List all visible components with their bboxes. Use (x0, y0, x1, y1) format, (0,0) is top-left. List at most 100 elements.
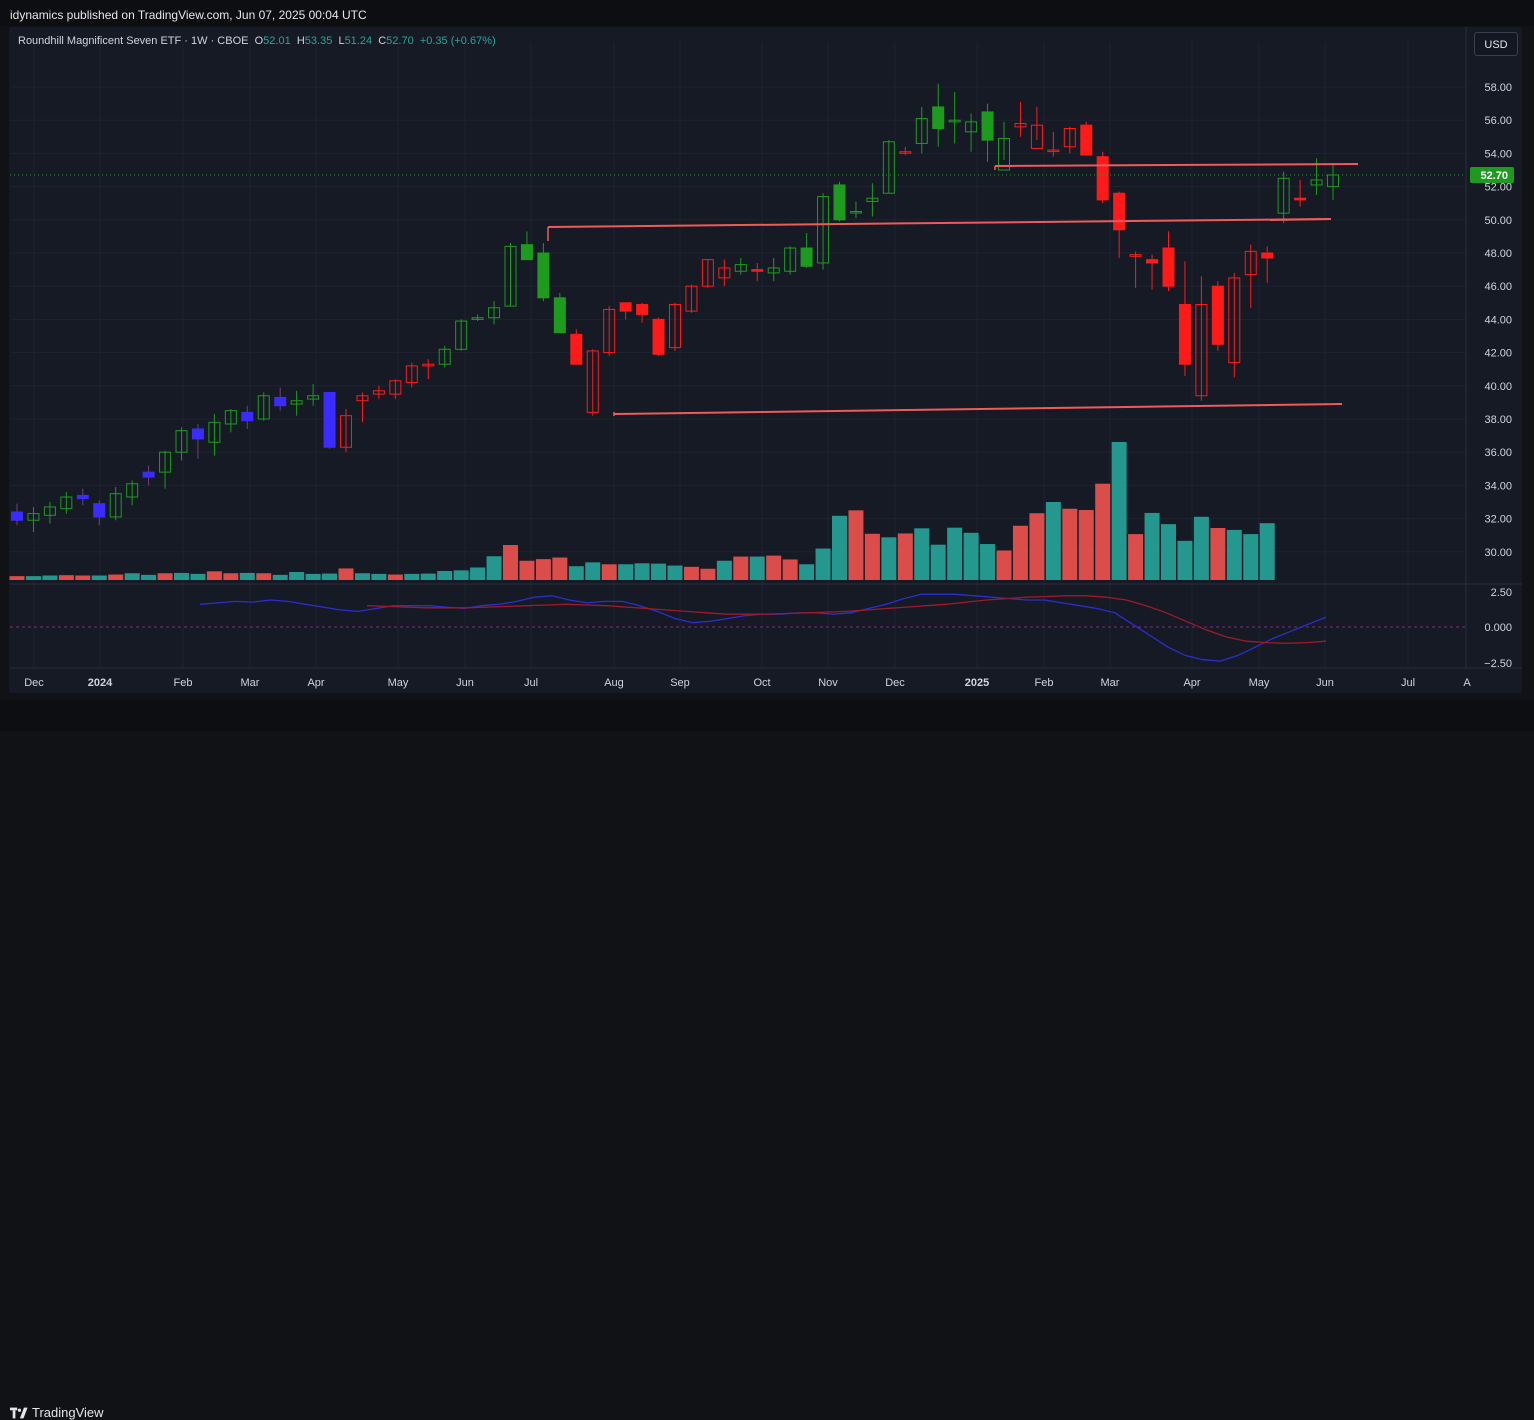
price-tick-label: 46.00 (1484, 281, 1512, 293)
candle-body (586, 350, 599, 413)
candle-body (76, 494, 89, 500)
volume-bar (420, 573, 436, 580)
candle-body (866, 197, 879, 203)
volume-bar (1210, 527, 1226, 580)
time-tick-label: Jul (1401, 677, 1415, 689)
current-price-label: 52.70 (1480, 170, 1508, 182)
candle-body (701, 259, 714, 287)
volume-bar (585, 562, 601, 580)
current-price-tag (1470, 166, 1514, 183)
volume-bar (141, 574, 157, 580)
candle-body (603, 308, 616, 354)
candle-body (1244, 250, 1257, 276)
volume-bar (305, 573, 321, 580)
volume-bar (42, 575, 58, 580)
candle-body (619, 302, 632, 312)
volume-bar (9, 576, 25, 580)
candle-body (372, 390, 385, 395)
volume-bar (486, 556, 502, 580)
candle-body (767, 267, 780, 274)
time-tick-label: Sep (670, 677, 690, 689)
volume-bar (996, 550, 1012, 580)
currency-button[interactable]: USD (1474, 32, 1518, 56)
tradingview-logo[interactable]: TradingView (10, 1405, 104, 1420)
tradingview-icon (10, 1407, 28, 1418)
volume-bar (272, 574, 288, 580)
time-tick-label: 2025 (965, 677, 989, 689)
candle-body (175, 430, 188, 453)
price-tick-label: 30.00 (1484, 547, 1512, 559)
volume-bar (1259, 523, 1275, 580)
price-chart[interactable]: 58.00 56.00 54.00 52.00 50.00 48.00 46.00 44.00… (0, 0, 1534, 700)
oscillator-fast-line (199, 593, 1327, 662)
price-tick-label: 34.00 (1484, 480, 1512, 492)
time-tick-label: Mar (1101, 677, 1120, 689)
candle-body (998, 137, 1010, 171)
time-tick-label: Feb (1035, 677, 1054, 689)
price-tick-label: 50.00 (1484, 215, 1512, 227)
close-value: 52.70 (386, 35, 414, 47)
volume-bar (716, 560, 732, 580)
volume-bar (700, 568, 716, 580)
candle-body (1129, 254, 1142, 257)
candle-body (1277, 177, 1290, 214)
candle-body (224, 410, 237, 425)
candle-body (734, 264, 747, 272)
symbol-name: Roundhill Magnificent Seven ETF · 1W · C… (18, 35, 249, 47)
candle-body (537, 252, 550, 299)
price-tick-label: 40.00 (1484, 381, 1512, 393)
time-tick-label: Apr (307, 677, 324, 689)
volume-bar (453, 570, 469, 580)
time-tick-label: Dec (24, 677, 44, 689)
volume-bars (9, 441, 1275, 580)
volume-bar (223, 573, 239, 580)
volume-bar (338, 568, 354, 580)
candle-body (800, 247, 813, 267)
volume-bar (683, 566, 699, 580)
candle-body (520, 244, 533, 261)
volume-bar (601, 564, 617, 580)
candle-body (669, 303, 681, 349)
volume-bar (897, 533, 913, 580)
symbol-legend: Roundhill Magnificent Seven ETF · 1W · C… (18, 35, 496, 47)
candle-body (784, 247, 797, 272)
volume-bar (519, 560, 535, 580)
volume-bar (552, 557, 568, 580)
time-tick-label: Jun (1316, 677, 1334, 689)
candle-body (455, 320, 468, 350)
volume-bar (124, 573, 140, 580)
price-tick-label: 56.00 (1484, 115, 1512, 127)
volume-bar (1062, 508, 1078, 580)
candle-body (570, 333, 583, 365)
close-label: C (378, 35, 387, 47)
oscillator-slow-line (366, 595, 1327, 644)
volume-bar (815, 548, 831, 580)
volume-bar (634, 563, 650, 580)
volume-bar (75, 575, 91, 580)
volume-bar (848, 510, 864, 580)
brand-name: TradingView (32, 1405, 104, 1420)
oscillator-tick-label: −2.50 (1484, 658, 1512, 670)
volume-bar (1193, 516, 1209, 580)
candle-body (1178, 303, 1191, 365)
trendline-upper-channel (547, 218, 1332, 228)
time-tick-label: Nov (818, 677, 838, 689)
candle-body (965, 121, 978, 133)
candle-body (43, 506, 56, 516)
candle-body (126, 483, 139, 498)
candle-body (1096, 156, 1109, 201)
oscillator-tick-label: 2.50 (1491, 587, 1512, 599)
volume-bar (404, 573, 420, 580)
candle-body (849, 211, 862, 214)
candle-body (1014, 123, 1027, 128)
trendline-resistance (994, 163, 1359, 167)
candle-body (1327, 174, 1339, 188)
time-tick-label: Jul (524, 677, 538, 689)
volume-bar (1226, 529, 1242, 580)
candle-body (833, 184, 846, 221)
candle-body (1211, 285, 1224, 345)
volume-bar (832, 515, 847, 580)
candle-body (27, 513, 40, 521)
time-tick-label: May (1249, 677, 1270, 689)
volume-bar (766, 555, 782, 580)
